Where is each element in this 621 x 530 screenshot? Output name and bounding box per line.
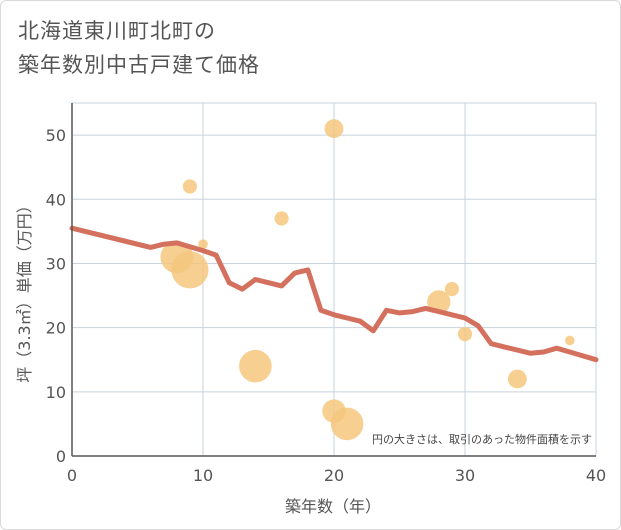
trend-line [69,225,599,363]
axes: 0 10 20 30 40 0 10 20 30 40 50 [46,103,606,485]
bubble-size-note: 円の大きさは、取引のあった物件面積を示す [372,432,592,446]
y-tick-label: 0 [56,447,66,466]
bubble-point [330,407,364,441]
bubble-point [457,326,473,342]
x-axis-label: 築年数（年） [285,497,381,516]
trend-series [69,225,599,363]
bubble-point [274,211,289,226]
chart-title-line-1: 北海道東川町北町の [18,19,216,43]
y-tick-label: 50 [46,126,66,145]
x-tick-label: 10 [193,466,213,485]
y-tick-label: 40 [46,190,66,209]
bubble-point [198,239,208,249]
x-tick-label: 30 [455,466,475,485]
bubble-point [508,369,527,389]
y-axis-label: 坪（3.3㎡）単価（万円） [15,197,34,382]
chart-title: 北海道東川町北町の 築年数別中古戸建て価格 [18,14,260,82]
bubble-point [324,119,344,139]
chart-title-line-2: 築年数別中古戸建て価格 [18,53,260,77]
y-tick-label: 10 [46,383,66,402]
y-tick-label: 30 [46,254,66,273]
y-tick-label: 20 [46,319,66,338]
bubble-point [239,349,272,383]
bubble-point [565,335,575,346]
bubble-point [182,179,197,194]
bubble-point [444,282,459,297]
x-tick-label: 20 [324,466,344,485]
x-tick-label: 40 [586,466,606,485]
bubble-series [160,119,575,441]
x-tick-label: 0 [67,466,77,485]
bubble-point [171,251,209,289]
